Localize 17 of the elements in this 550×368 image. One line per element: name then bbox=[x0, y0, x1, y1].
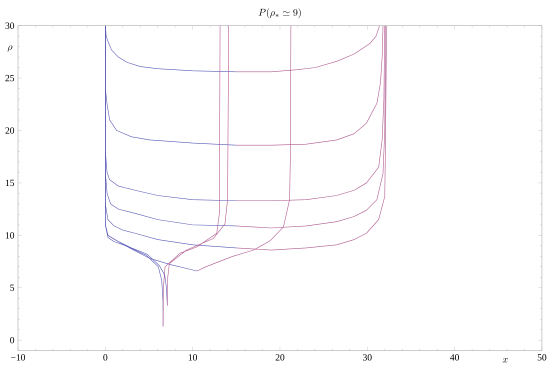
x-axis-title: $x$ bbox=[502, 358, 508, 363]
y-tick-label: 15 bbox=[6, 180, 14, 186]
y-tick-label: 0 bbox=[10, 336, 14, 344]
y-tick-label: 25 bbox=[5, 74, 14, 82]
y-tick-label: 5 bbox=[10, 284, 14, 291]
y-tick-label: 10 bbox=[6, 232, 14, 239]
y-tick-label: 20 bbox=[5, 127, 14, 134]
x-tick-label: −10 bbox=[11, 354, 26, 361]
y-axis-title: $\rho$ bbox=[8, 45, 12, 52]
x-tick-label: 40 bbox=[450, 354, 459, 361]
x-tick-label: 10 bbox=[188, 354, 198, 361]
y-tick-label: 30 bbox=[5, 22, 14, 29]
x-tick-label: 50 bbox=[538, 354, 546, 361]
chart-title: $P(\rho_* \simeq 9)$ bbox=[258, 8, 301, 18]
x-tick-label: 20 bbox=[276, 354, 284, 361]
x-tick-label: 30 bbox=[363, 354, 372, 361]
x-tick-label: 0 bbox=[103, 354, 108, 361]
